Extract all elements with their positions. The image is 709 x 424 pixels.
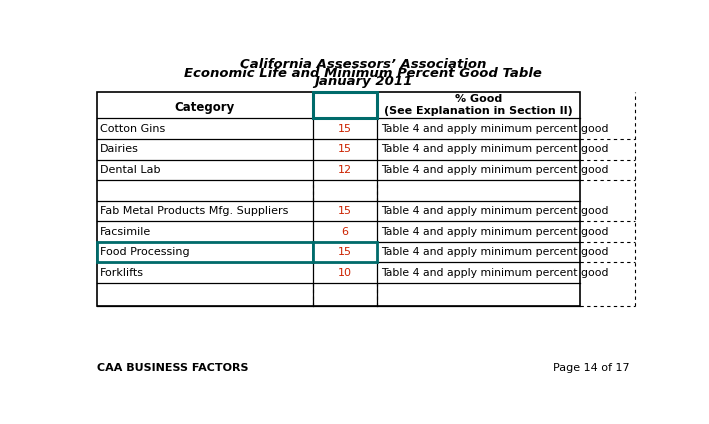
Text: Economic Life and Minimum Percent Good Table: Economic Life and Minimum Percent Good T…	[184, 67, 542, 80]
Text: 6: 6	[342, 226, 348, 237]
Text: Life
(In Years): Life (In Years)	[313, 91, 376, 120]
Text: Dental Lab: Dental Lab	[100, 165, 161, 175]
Text: 15: 15	[338, 144, 352, 154]
Text: 12: 12	[338, 165, 352, 175]
Text: Table 4 and apply minimum percent good: Table 4 and apply minimum percent good	[381, 206, 608, 216]
Text: Food Processing: Food Processing	[100, 247, 190, 257]
Text: % Good
(See Explanation in Section II): % Good (See Explanation in Section II)	[384, 94, 573, 116]
Text: Forklifts: Forklifts	[100, 268, 144, 278]
Text: Table 4 and apply minimum percent good: Table 4 and apply minimum percent good	[381, 247, 608, 257]
Text: Fab Metal Products Mfg. Suppliers: Fab Metal Products Mfg. Suppliers	[100, 206, 289, 216]
Text: Cotton Gins: Cotton Gins	[100, 124, 165, 134]
Text: Table 4 and apply minimum percent good: Table 4 and apply minimum percent good	[381, 165, 608, 175]
Text: Category: Category	[175, 101, 235, 114]
Text: 15: 15	[338, 206, 352, 216]
Text: Dairies: Dairies	[100, 144, 139, 154]
Bar	[97, 242, 313, 262]
Text: Table 4 and apply minimum percent good: Table 4 and apply minimum percent good	[381, 124, 608, 134]
Text: 10: 10	[338, 268, 352, 278]
Text: Table 4 and apply minimum percent good: Table 4 and apply minimum percent good	[381, 144, 608, 154]
Text: Table 4 and apply minimum percent good: Table 4 and apply minimum percent good	[381, 268, 608, 278]
Text: Facsimile: Facsimile	[100, 226, 152, 237]
Bar	[313, 242, 377, 262]
Text: California Assessors’ Association: California Assessors’ Association	[240, 58, 486, 71]
Text: 15: 15	[338, 247, 352, 257]
Text: Table 4 and apply minimum percent good: Table 4 and apply minimum percent good	[381, 226, 608, 237]
Bar	[313, 92, 377, 118]
Text: CAA BUSINESS FACTORS: CAA BUSINESS FACTORS	[97, 363, 248, 373]
Text: January 2011: January 2011	[314, 75, 413, 88]
Bar	[97, 92, 581, 306]
Text: 15: 15	[338, 124, 352, 134]
Text: 15: 15	[338, 247, 352, 257]
Text: Food Processing: Food Processing	[100, 247, 190, 257]
Text: Page 14 of 17: Page 14 of 17	[553, 363, 630, 373]
